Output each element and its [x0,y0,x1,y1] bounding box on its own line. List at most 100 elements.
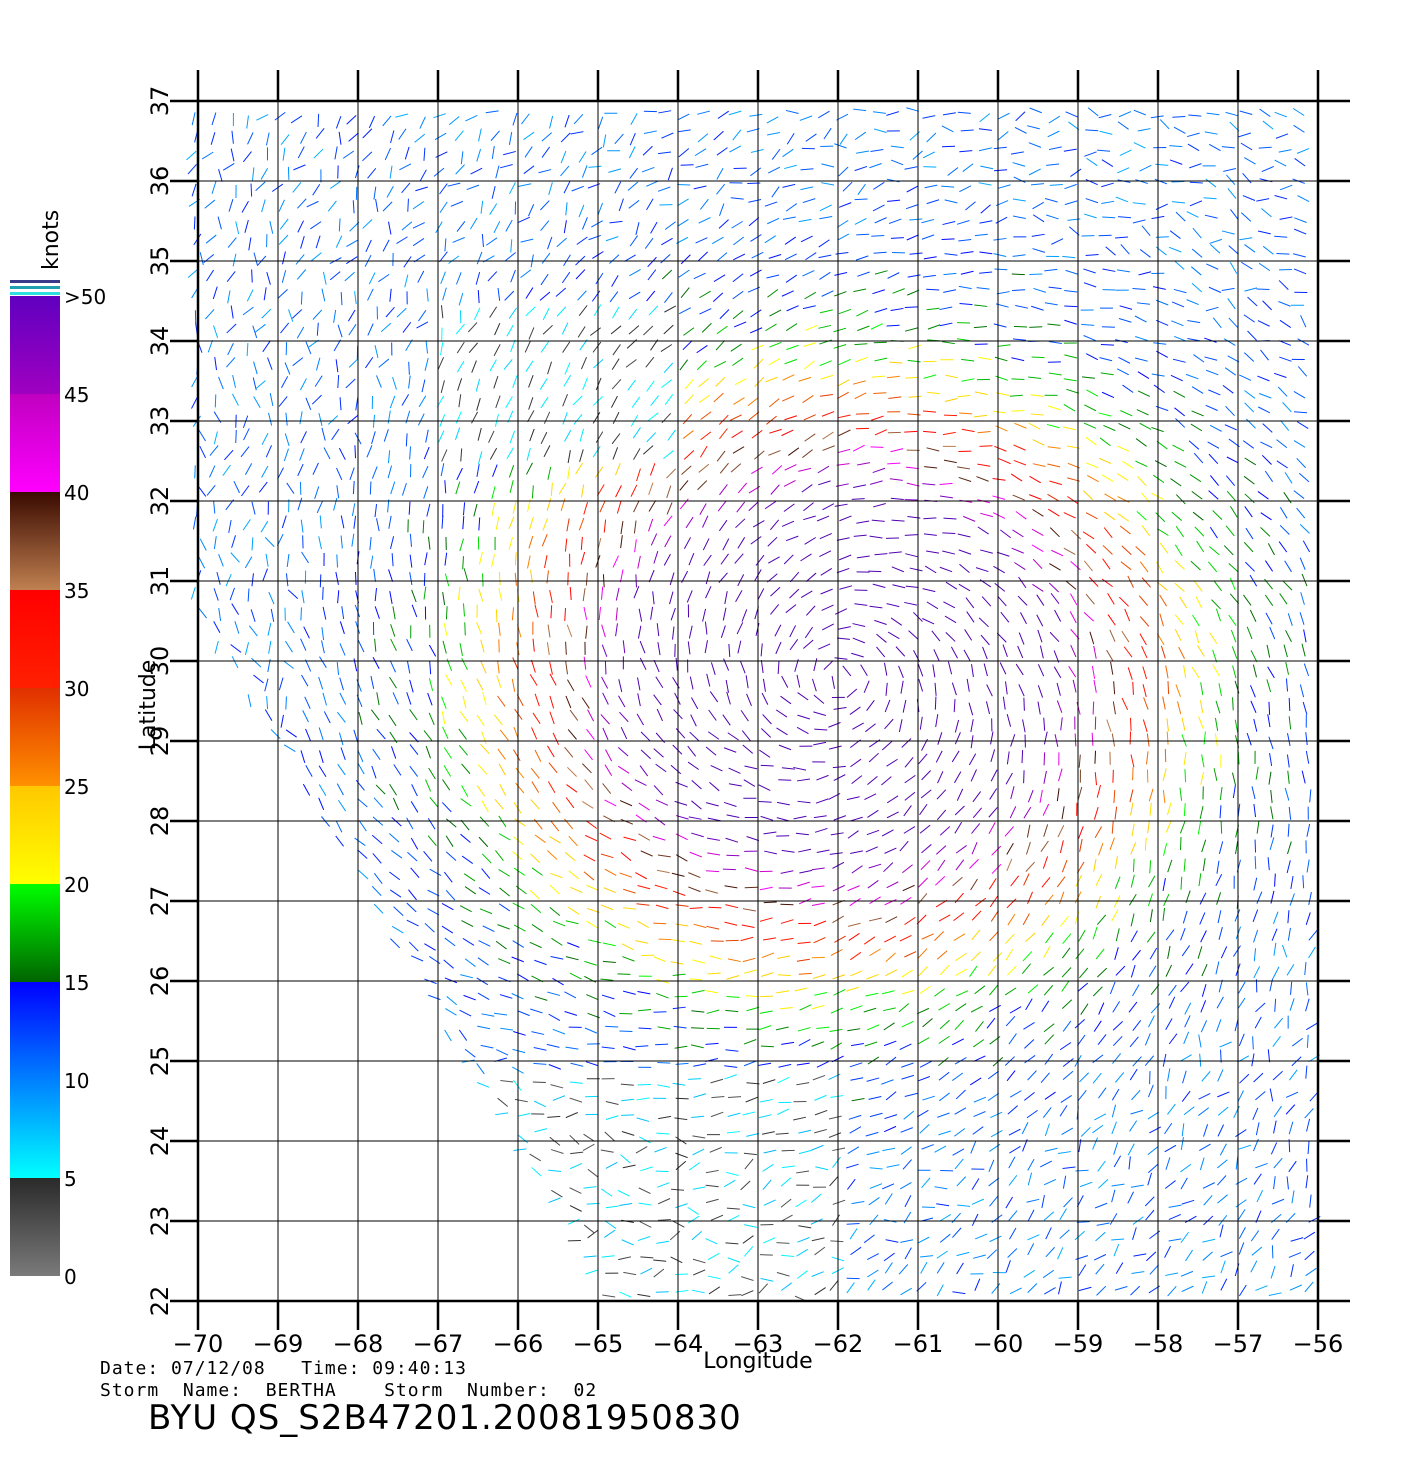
wind-vector [1272,1035,1281,1048]
wind-vector [1043,985,1054,996]
wind-vector [1146,1251,1157,1262]
wind-vector [793,815,807,820]
wind-vector [300,291,303,305]
wind-vector [852,623,866,628]
wind-vector [781,290,794,297]
wind-vector [247,132,254,145]
wind-vector [902,864,913,874]
wind-vector [1057,1281,1062,1295]
wind-vector [784,415,798,421]
wind-vector [1063,378,1077,382]
wind-vector [462,938,475,946]
wind-vector [629,269,641,277]
wind-vector [1092,926,1098,940]
wind-vector [528,535,534,549]
wind-vector [288,309,294,322]
wind-vector [655,799,669,806]
wind-vector [799,1004,812,1011]
wind-vector [723,658,730,671]
wind-vector [667,167,673,181]
wind-vector [409,446,412,460]
wind-vector [959,412,973,415]
wind-vector [1039,1160,1052,1168]
wind-vector [733,397,745,405]
wind-vector [702,538,710,551]
wind-vector [1246,626,1253,640]
wind-vector [727,732,739,741]
wind-vector [601,994,615,1000]
colorbar-tick-label: 15 [64,971,89,995]
wind-vector [625,359,637,368]
wind-vector [583,606,588,620]
wind-vector [1093,645,1097,659]
wind-vector [1013,176,1026,184]
wind-vector [761,952,775,959]
wind-vector [1054,609,1062,622]
wind-vector [354,445,357,459]
wind-vector [692,1258,706,1264]
wind-vector [783,480,796,487]
wind-vector [495,940,507,950]
wind-vector [524,146,533,158]
wind-vector [795,1199,807,1208]
wind-vector [486,237,498,246]
wind-vector [478,517,481,531]
wind-vector [567,450,571,464]
wind-vector [956,1251,970,1257]
wind-vector [423,147,426,161]
wind-vector [216,572,221,585]
wind-vector [714,361,727,368]
wind-vector [1185,963,1194,975]
wind-vector [798,972,812,975]
wind-vector [1193,452,1204,464]
wind-vector [1153,342,1167,345]
wind-vector [755,554,765,566]
wind-vector [1064,319,1077,325]
wind-vector [713,274,726,282]
wind-vector [884,1193,893,1205]
y-tick-label: 22 [146,1286,174,1317]
wind-vector [284,362,291,375]
wind-vector [1049,563,1061,571]
wind-vector [300,431,307,444]
wind-vector [1012,198,1026,202]
wind-vector [868,1197,880,1206]
wind-vector [255,380,266,390]
wind-vector [584,749,593,761]
wind-vector [565,920,579,925]
wind-vector [705,889,718,894]
wind-vector [988,807,998,818]
wind-vector [865,1131,879,1137]
colorbar-band [10,492,60,590]
wind-vector [564,1010,578,1016]
wind-vector [661,379,673,389]
wind-vector [1132,202,1146,205]
wind-vector [1183,1031,1190,1045]
colorbar-band [10,394,60,492]
wind-vector [408,501,411,515]
wind-vector [1235,841,1239,855]
wind-vector [1007,913,1016,926]
wind-vector [723,747,737,753]
wind-vector [866,1253,879,1261]
wind-vector [1078,929,1086,942]
wind-vector [1188,114,1202,117]
wind-vector [1061,947,1071,959]
wind-vector [1028,142,1042,148]
wind-vector [720,625,726,639]
wind-vector [429,956,441,965]
wind-vector [1299,612,1305,625]
wind-vector [1060,717,1063,731]
wind-vector [761,1131,775,1135]
wind-vector [605,1025,619,1028]
wind-vector [741,730,751,742]
wind-vector [1200,682,1204,696]
wind-vector [961,358,975,362]
wind-vector [1070,560,1081,571]
wind-vector [839,515,852,522]
wind-vector [347,415,358,425]
wind-vector [1012,338,1026,341]
wind-vector [390,746,397,759]
wind-vector [1132,219,1146,224]
wind-vector [573,113,584,125]
